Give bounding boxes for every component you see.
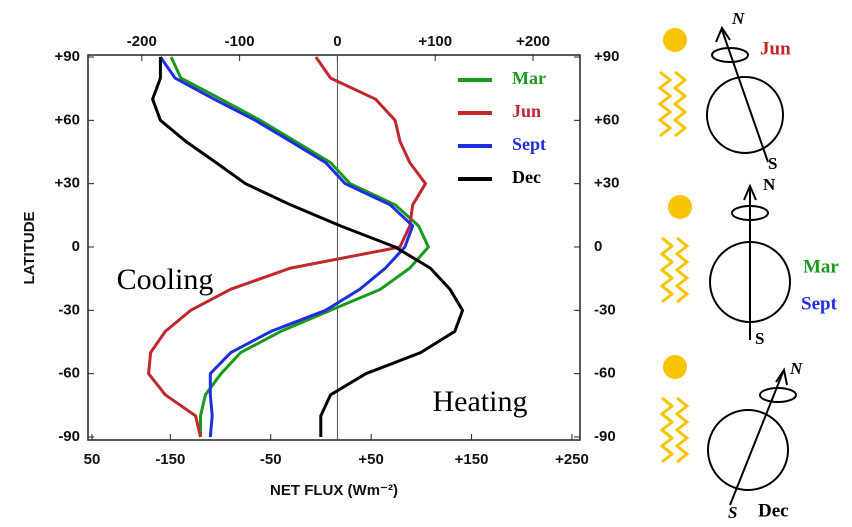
season-label: Dec [758, 500, 789, 521]
y2-tick-label: 0 [594, 238, 602, 255]
x-tick-label: +200 [516, 33, 550, 50]
y-tick-label: +30 [55, 175, 80, 192]
x2-tick-label: +150 [455, 451, 489, 468]
season-label: Mar [803, 256, 839, 277]
pole-label: N [763, 175, 776, 194]
pole-label: S [755, 329, 764, 348]
pole-label: S [768, 154, 777, 173]
pole-label: N [731, 9, 745, 28]
y2-tick-label: +60 [594, 111, 619, 128]
plot-frame [88, 55, 580, 440]
y2-tick-label: -60 [594, 365, 616, 382]
x-tick-label: -100 [225, 33, 255, 50]
x2-tick-label: -50 [260, 451, 282, 468]
y-tick-label: +60 [55, 111, 80, 128]
legend-label: Mar [512, 68, 546, 88]
legend-label: Sept [512, 134, 546, 154]
x2-tick-label: -150 [155, 451, 185, 468]
y-tick-label: +90 [55, 48, 80, 65]
y-axis-title: LATITUDE [21, 211, 38, 284]
annotation: Heating [433, 385, 528, 418]
y-tick-label: 0 [72, 238, 80, 255]
y-tick-label: -30 [58, 301, 80, 318]
annotation: Cooling [117, 263, 214, 296]
x2-tick-label: +250 [555, 451, 589, 468]
pole-label: S [728, 503, 737, 522]
x-tick-label: +100 [418, 33, 452, 50]
y-tick-label: -90 [58, 428, 80, 445]
y2-tick-label: -90 [594, 428, 616, 445]
x-tick-label: 0 [333, 33, 341, 50]
season-label: Sept [801, 293, 838, 314]
legend-label: Jun [512, 101, 541, 121]
x-axis-title: NET FLUX (Wm⁻²) [270, 482, 398, 499]
pole-label: N [789, 359, 803, 378]
x2-tick-label: 50 [84, 451, 101, 468]
y2-tick-label: +30 [594, 175, 619, 192]
series-line [153, 57, 463, 437]
y2-tick-label: +90 [594, 48, 619, 65]
series-line [160, 57, 412, 437]
y-tick-label: -60 [58, 365, 80, 382]
chart: LATITUDE NET FLUX (Wm⁻²) Cooling Heating… [0, 0, 852, 527]
season-panel [660, 28, 796, 505]
legend-label: Dec [512, 167, 541, 187]
y2-tick-label: -30 [594, 301, 616, 318]
x2-tick-label: +50 [358, 451, 383, 468]
x-tick-label: -200 [127, 33, 157, 50]
series-line [149, 57, 426, 437]
season-label: Jun [760, 38, 791, 59]
